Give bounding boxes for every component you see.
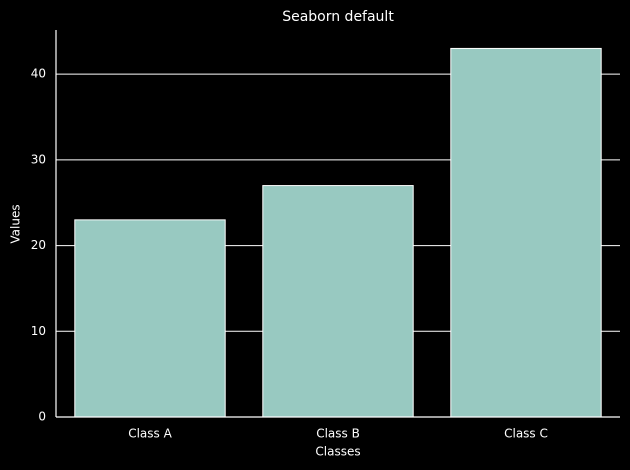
x-tick-label: Class B <box>316 427 360 441</box>
chart-title: Seaborn default <box>282 9 394 25</box>
y-tick-label: 0 <box>38 410 46 424</box>
bar <box>450 47 602 418</box>
y-axis-label: Values <box>9 204 23 243</box>
y-tick-label: 40 <box>31 67 46 81</box>
y-tick-label: 30 <box>31 152 46 166</box>
y-tick-label: 10 <box>31 324 46 338</box>
x-tick-label: Class C <box>504 427 548 441</box>
bar <box>74 219 226 418</box>
bar <box>262 185 414 418</box>
x-axis-label: Classes <box>315 445 360 459</box>
x-tick-label: Class A <box>128 427 172 441</box>
y-tick-label: 20 <box>31 238 46 252</box>
